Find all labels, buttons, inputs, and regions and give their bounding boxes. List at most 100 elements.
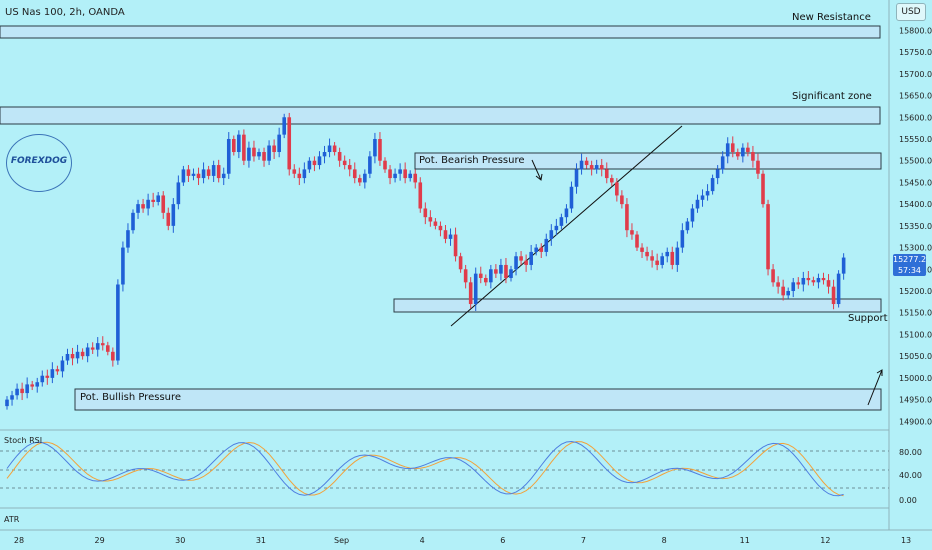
bear-candle[interactable]: [463, 269, 468, 283]
bull-candle[interactable]: [816, 277, 821, 283]
bear-candle[interactable]: [604, 169, 609, 179]
bull-candle[interactable]: [277, 134, 281, 153]
bear-candle[interactable]: [111, 351, 115, 361]
bear-candle[interactable]: [141, 204, 145, 209]
bear-candle[interactable]: [312, 160, 317, 166]
bull-candle[interactable]: [569, 186, 574, 209]
bull-candle[interactable]: [574, 169, 579, 187]
bull-candle[interactable]: [836, 273, 841, 305]
bull-candle[interactable]: [176, 182, 181, 205]
bull-candle[interactable]: [50, 369, 55, 378]
bull-candle[interactable]: [665, 251, 670, 257]
bear-candle[interactable]: [332, 145, 337, 153]
bear-candle[interactable]: [539, 247, 544, 252]
bear-candle[interactable]: [831, 286, 836, 305]
bull-candle[interactable]: [257, 152, 261, 157]
bull-candle[interactable]: [322, 152, 327, 157]
bull-candle[interactable]: [75, 351, 80, 359]
trendline[interactable]: [450, 125, 683, 327]
bear-candle[interactable]: [630, 230, 634, 235]
bull-candle[interactable]: [267, 145, 271, 161]
bull-candle[interactable]: [529, 251, 533, 265]
bear-candle[interactable]: [599, 165, 604, 170]
bull-candle[interactable]: [317, 156, 322, 166]
bear-candle[interactable]: [766, 204, 770, 270]
bear-candle[interactable]: [378, 138, 382, 161]
bear-candle[interactable]: [242, 134, 246, 161]
bull-candle[interactable]: [282, 117, 286, 135]
bear-candle[interactable]: [90, 347, 95, 350]
bull-candle[interactable]: [685, 221, 690, 231]
bull-candle[interactable]: [559, 217, 564, 226]
bear-candle[interactable]: [100, 343, 105, 346]
bear-candle[interactable]: [504, 264, 508, 278]
bear-candle[interactable]: [206, 169, 211, 176]
bear-candle[interactable]: [186, 169, 191, 176]
bear-candle[interactable]: [55, 369, 60, 372]
bear-candle[interactable]: [80, 351, 85, 357]
bull-candle[interactable]: [534, 247, 538, 252]
bear-candle[interactable]: [524, 260, 528, 265]
bear-candle[interactable]: [30, 384, 34, 387]
bull-candle[interactable]: [35, 382, 40, 387]
bear-candle[interactable]: [589, 165, 594, 170]
bull-candle[interactable]: [408, 173, 412, 179]
bull-candle[interactable]: [791, 282, 796, 292]
bear-candle[interactable]: [443, 230, 448, 239]
bull-candle[interactable]: [136, 204, 140, 213]
bear-candle[interactable]: [635, 234, 639, 248]
bull-candle[interactable]: [675, 247, 680, 265]
bull-candle[interactable]: [489, 269, 493, 283]
bull-candle[interactable]: [393, 173, 397, 179]
bear-candle[interactable]: [418, 182, 423, 209]
bear-candle[interactable]: [494, 269, 498, 274]
new-resistance-zone[interactable]: [0, 25, 881, 39]
bear-candle[interactable]: [650, 256, 654, 261]
bull-candle[interactable]: [116, 284, 120, 361]
bull-candle[interactable]: [690, 208, 695, 222]
bull-candle[interactable]: [10, 395, 14, 400]
bull-candle[interactable]: [146, 199, 150, 209]
bear-candle[interactable]: [287, 117, 292, 170]
bull-candle[interactable]: [801, 277, 806, 285]
bear-candle[interactable]: [736, 152, 740, 157]
bearish-pressure-zone[interactable]: [414, 152, 882, 170]
bear-candle[interactable]: [272, 145, 276, 153]
bear-candle[interactable]: [433, 221, 438, 226]
bear-candle[interactable]: [746, 147, 750, 153]
bear-candle[interactable]: [20, 388, 24, 394]
bull-candle[interactable]: [473, 273, 478, 305]
bear-candle[interactable]: [756, 160, 760, 174]
bull-candle[interactable]: [211, 165, 216, 176]
bull-candle[interactable]: [156, 195, 160, 202]
bull-candle[interactable]: [15, 388, 19, 396]
bull-candle[interactable]: [700, 195, 705, 200]
bear-candle[interactable]: [337, 152, 342, 161]
bull-candle[interactable]: [544, 238, 549, 252]
bear-candle[interactable]: [262, 152, 266, 161]
bull-candle[interactable]: [5, 399, 9, 407]
bear-candle[interactable]: [161, 195, 166, 213]
bear-candle[interactable]: [519, 256, 523, 261]
bear-candle[interactable]: [751, 152, 755, 161]
bull-candle[interactable]: [741, 147, 745, 157]
bear-candle[interactable]: [821, 277, 826, 281]
bear-candle[interactable]: [252, 147, 256, 157]
bear-candle[interactable]: [413, 173, 418, 183]
bull-candle[interactable]: [786, 291, 790, 296]
bear-candle[interactable]: [297, 173, 302, 179]
bear-candle[interactable]: [358, 178, 362, 183]
bull-candle[interactable]: [448, 234, 453, 239]
bear-candle[interactable]: [478, 273, 483, 278]
bull-candle[interactable]: [327, 145, 332, 153]
bear-candle[interactable]: [796, 282, 801, 285]
currency-button[interactable]: USD: [896, 3, 926, 21]
bear-candle[interactable]: [771, 269, 775, 283]
bull-candle[interactable]: [40, 375, 45, 383]
bull-candle[interactable]: [247, 147, 251, 161]
bull-candle[interactable]: [710, 178, 715, 192]
bear-candle[interactable]: [438, 225, 443, 231]
bull-candle[interactable]: [695, 199, 700, 209]
bear-candle[interactable]: [655, 260, 659, 265]
